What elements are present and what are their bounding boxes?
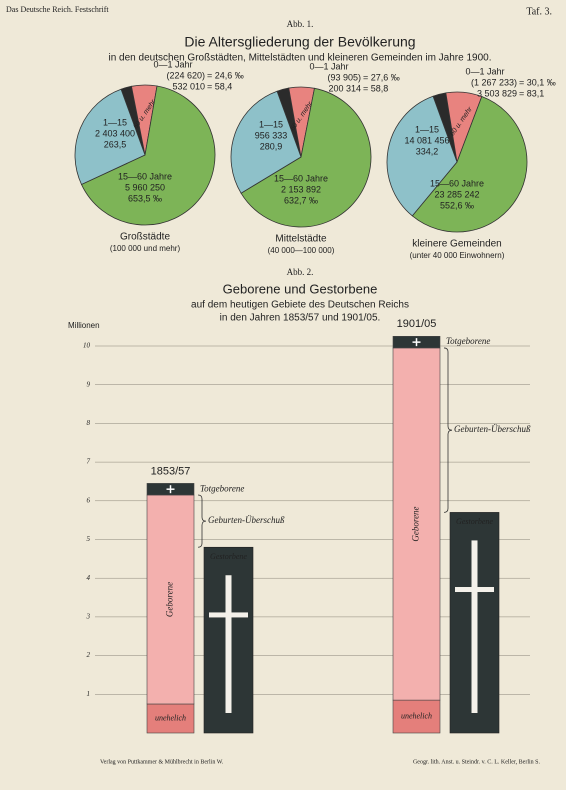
slice-count: (224 620) [166, 70, 205, 80]
slice-count: 5 960 250 [125, 182, 165, 192]
header-left: Das Deutsche Reich. Festschrift [6, 5, 109, 14]
slice-name: 0—1 Jahr [309, 61, 348, 71]
figure-title: Die Altersgliederung der Bevölkerung [184, 34, 415, 50]
slice-count: 532 010 [172, 81, 205, 91]
y-tick-label: 2 [87, 651, 91, 659]
slice-value-label: = 27,6 ‰ [363, 72, 400, 82]
footer-right: Geogr. lith. Anst. u. Steindr. v. C. L. … [413, 759, 541, 765]
slice-name: 15—60 Jahre [118, 171, 172, 181]
bar-segment [146, 494, 195, 705]
slice-count: 200 314 [328, 83, 361, 93]
slice-count: 14 081 456 [404, 135, 449, 145]
slice-name: 0—1 Jahr [153, 59, 192, 69]
slice-count: 3 503 829 [477, 88, 517, 98]
slice-name: 0—1 Jahr [465, 66, 504, 76]
y-tick-label: 10 [83, 342, 91, 350]
segment-label: Geborene [411, 506, 421, 541]
slice-value-label: = 24,6 ‰ [207, 70, 244, 80]
pie-title: kleinere Gemeinden [412, 239, 502, 250]
category-label: 1901/05 [397, 318, 437, 330]
bar-segment [146, 703, 195, 734]
y-tick-label: 8 [87, 419, 91, 427]
chart-subtitle: auf dem heutigen Gebiete des Deutschen R… [191, 300, 409, 311]
y-tick-label: 7 [87, 458, 91, 466]
y-tick-label: 1 [87, 690, 91, 698]
pie-title: Mittelstädte [275, 234, 327, 245]
pie-slice [386, 95, 458, 217]
segment-label: Totgeborene [200, 483, 244, 493]
slice-value-label: = 83,1 [519, 88, 544, 98]
slice-count: 2 403 400 [95, 128, 135, 138]
segment-label: Totgeborene [446, 336, 490, 346]
y-tick-label: 5 [87, 535, 91, 543]
slice-value-label: 552,6 ‰ [440, 200, 474, 210]
slice-name: 1—15 [415, 124, 439, 134]
slice-value-label: 334,2 [416, 146, 439, 156]
bar-label: Gestorbene [456, 517, 493, 526]
slice-name: 15—60 Jahre [274, 173, 328, 183]
chart-subtitle: in den Jahren 1853/57 und 1901/05. [220, 313, 381, 324]
pie-slice [411, 96, 528, 233]
cross-v [225, 575, 232, 713]
slice-value-label: 653,5 ‰ [128, 193, 162, 203]
header-right: Taf. 3. [526, 6, 552, 17]
cross-h [209, 612, 248, 618]
segment-label: unehelich [401, 711, 432, 720]
y-tick-label: 6 [87, 496, 91, 504]
bar-segment [392, 347, 441, 701]
cross-v [471, 540, 478, 713]
brace [197, 494, 207, 548]
pie-subtitle: (40 000—100 000) [268, 246, 335, 255]
pie-subtitle: (100 000 und mehr) [110, 244, 181, 253]
category-label: 1853/57 [151, 465, 191, 477]
slice-name: 15—60 Jahre [430, 178, 484, 188]
footer-left: Verlag von Puttkammer & Mühlbrecht in Be… [100, 759, 224, 765]
y-tick-label: 9 [87, 380, 91, 388]
pie-slice [240, 87, 372, 228]
y-tick-label: 3 [86, 613, 91, 621]
pie-slice [230, 90, 302, 194]
slice-count: 23 285 242 [434, 189, 479, 199]
y-tick-label: 4 [87, 574, 91, 582]
slice-value-label: 280,9 [260, 141, 283, 151]
cross-h [455, 587, 494, 593]
slice-value-label: = 58,8 [363, 83, 388, 93]
slice-count: 2 153 892 [281, 184, 321, 194]
segment-label: Geborene [165, 582, 175, 617]
slice-value-label: 632,7 ‰ [284, 195, 318, 205]
chart-title: Geborene und Gestorbene [223, 281, 378, 296]
slice-count: (1 267 233) [471, 77, 517, 87]
pie-slice [74, 88, 146, 185]
slice-name: 1—15 [103, 117, 127, 127]
segment-label: unehelich [155, 713, 186, 722]
y-axis-label: Millionen [68, 321, 100, 330]
slice-count: (93 905) [327, 72, 361, 82]
slice-value-label: = 58,4 [207, 81, 232, 91]
slice-value-label: = 30,1 ‰ [519, 77, 556, 87]
bar-label: Gestorbene [210, 552, 247, 561]
brace [443, 347, 453, 513]
pie-title: Großstädte [120, 232, 170, 243]
figure-label: Abb. 1. [287, 19, 314, 29]
pie-subtitle: (unter 40 000 Einwohnern) [410, 251, 505, 260]
annotation: Geburten-Überschuß [454, 424, 531, 434]
slice-name: 1—15 [259, 119, 283, 129]
pie-slice [80, 85, 216, 226]
slice-count: 956 333 [255, 130, 288, 140]
slice-value-label: 263,5 [104, 139, 127, 149]
figure-label: Abb. 2. [287, 267, 314, 277]
figure-subtitle: in den deutschen Großstädten, Mittelstäd… [108, 53, 491, 64]
annotation: Geburten-Überschuß [208, 515, 285, 525]
bar-segment [392, 699, 441, 734]
